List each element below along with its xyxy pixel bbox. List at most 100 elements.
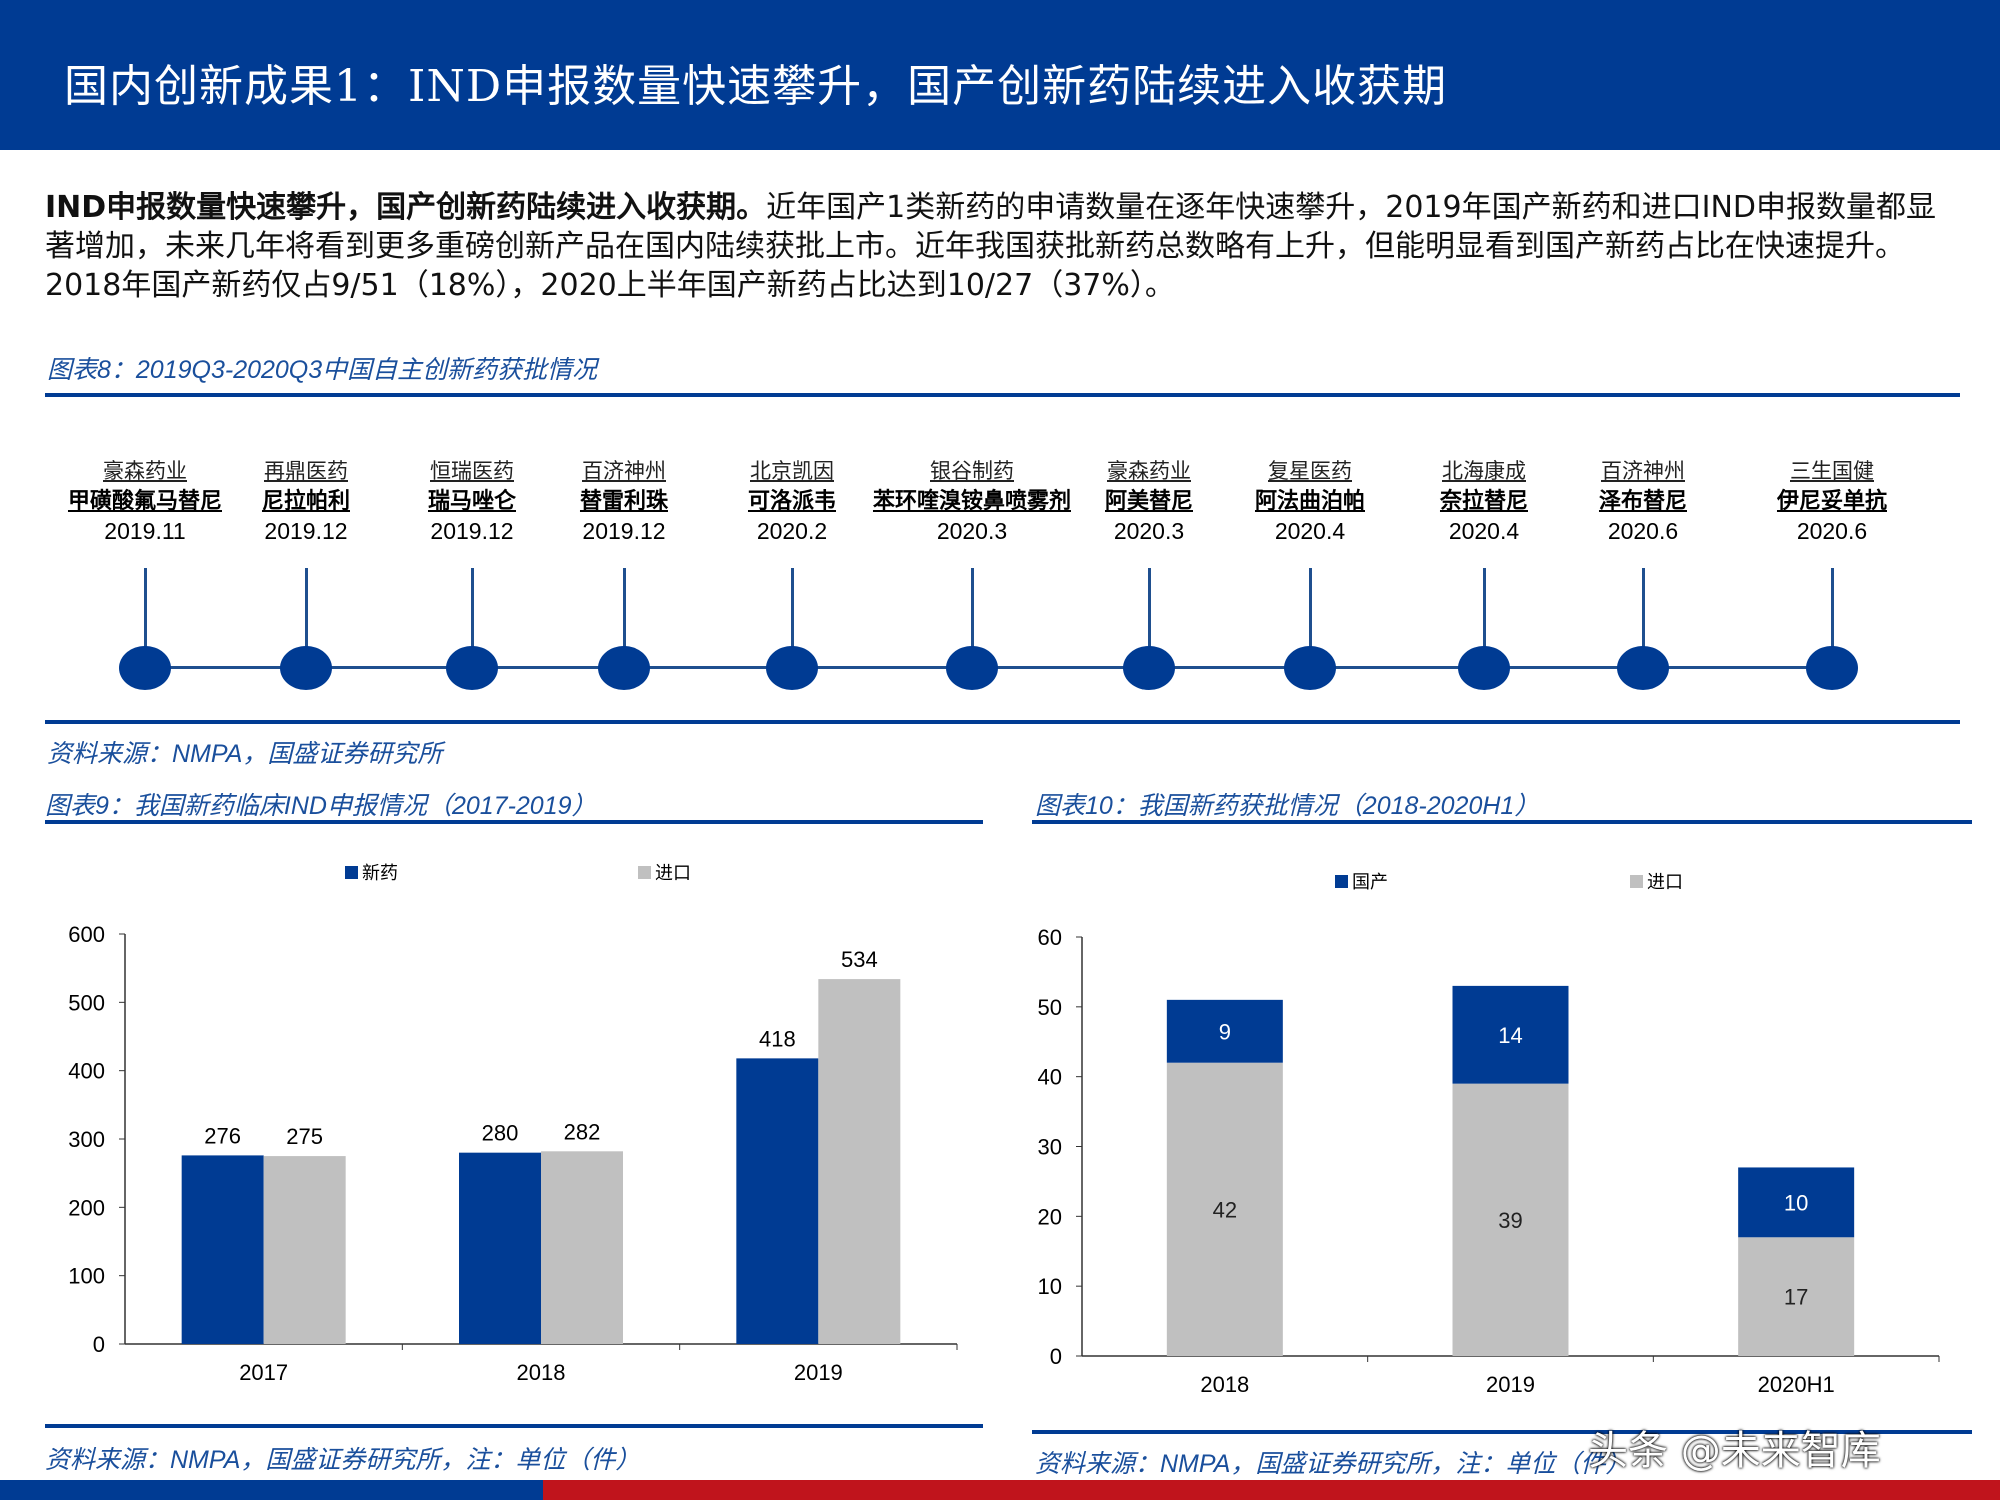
timeline-item: 百济神州 替雷利珠 2019.12 (514, 456, 734, 546)
x-tick-label: 2018 (517, 1360, 566, 1385)
figure10-source: 资料来源：NMPA，国盛证券研究所，注：单位（件） (1035, 1450, 1631, 1478)
timeline-company: 恒瑞医药 (430, 459, 514, 483)
data-label: 42 (1213, 1197, 1237, 1222)
timeline-company: 北京凯因 (750, 459, 834, 483)
chart-ind-applications: 0 100 200 300 400 500 600 2017 276 275 2018 280 282 2… (68, 863, 958, 1385)
x-tick-label: 2018 (1200, 1372, 1249, 1397)
bar-国产 (1738, 1167, 1855, 1238)
y-tick-label: 0 (93, 1332, 105, 1357)
timeline-company: 豪森药业 (1107, 459, 1191, 483)
y-tick-label: 400 (68, 1059, 105, 1084)
timeline-drug: 可洛派韦 (747, 488, 836, 514)
x-tick-label: 2019 (1486, 1372, 1535, 1397)
timeline-drug: 瑞马唑仑 (427, 488, 516, 514)
timeline-item: 百济神州 泽布替尼 2020.6 (1533, 456, 1753, 546)
data-label: 17 (1784, 1285, 1808, 1310)
data-label: 39 (1498, 1208, 1522, 1233)
legend-swatch (1630, 875, 1643, 888)
timeline-date: 2020.3 (936, 518, 1008, 544)
timeline-item: 豪森药业 甲磺酸氟马替尼 2019.11 (35, 456, 255, 546)
figure9-source: 资料来源：NMPA，国盛证券研究所，注：单位（件） (45, 1446, 641, 1474)
timeline-node (280, 646, 332, 690)
paragraph-body: 近年国产1类新药的申请数量在逐年快速攀升，2019年国产新药和进口IND申报数量… (45, 190, 1936, 303)
y-tick-label: 50 (1038, 995, 1062, 1020)
footer-bar-red (543, 1480, 2000, 1500)
timeline-stem (1831, 568, 1834, 668)
timeline-drug: 苯环喹溴铵鼻喷雾剂 (872, 488, 1071, 514)
legend-label: 进口 (655, 863, 691, 883)
timeline-company: 三生国健 (1790, 459, 1874, 483)
header-bar (0, 0, 2000, 150)
timeline-stem (471, 568, 474, 668)
timeline-date: 2019.12 (264, 518, 348, 544)
timeline-date: 2020.6 (1607, 518, 1679, 544)
bar-进口 (1166, 1062, 1283, 1356)
timeline-node (598, 646, 650, 690)
timeline-item: 再鼎医药尼拉帕利 2019.12 (196, 456, 416, 546)
timeline-node (1123, 646, 1175, 690)
timeline-item: 三生国健伊尼妥单抗 2020.6 (1722, 456, 1942, 546)
timeline-drug: 阿美替尼 (1104, 488, 1193, 514)
y-tick-label: 600 (68, 922, 105, 947)
bar-进口 (818, 979, 901, 1344)
timeline-company: 豪森药业 (103, 459, 187, 483)
legend-label: 进口 (1647, 872, 1683, 892)
intro-paragraph: IND申报数量快速攀升，国产创新药陆续进入收获期。近年国产1类新药的申请数量在逐… (45, 188, 1965, 305)
timeline-node (946, 646, 998, 690)
timeline-drug: 替雷利珠 (579, 488, 668, 514)
y-tick-label: 10 (1038, 1274, 1062, 1299)
timeline-date: 2020.4 (1448, 518, 1520, 544)
timeline-date: 2020.3 (1113, 518, 1185, 544)
x-tick-label: 2020H1 (1758, 1372, 1835, 1397)
figure10-label: 图表10：我国新药获批情况（2018-2020H1） (1035, 792, 1540, 820)
y-tick-label: 0 (1050, 1344, 1062, 1369)
timeline-date: 2020.2 (756, 518, 828, 544)
legend-label: 国产 (1352, 872, 1388, 892)
figure9-label: 图表9：我国新药临床IND申报情况（2017-2019） (45, 792, 597, 820)
figure9-top-rule (45, 820, 983, 824)
timeline-item: 北京凯因可洛派韦 2020.2 (682, 456, 902, 546)
data-label: 14 (1498, 1023, 1522, 1048)
figure8-label: 图表8：2019Q3-2020Q3中国自主创新药获批情况 (47, 356, 598, 384)
x-tick-label: 2017 (239, 1360, 288, 1385)
timeline-company: 再鼎医药 (264, 459, 348, 483)
data-label: 282 (564, 1119, 601, 1144)
bar-国产 (1452, 985, 1569, 1084)
legend-swatch (638, 866, 651, 879)
y-tick-label: 100 (68, 1264, 105, 1289)
timeline-drug: 泽布替尼 (1598, 488, 1687, 514)
timeline-item: 豪森药业阿美替尼 2020.3 (1039, 456, 1259, 546)
timeline-stem (144, 568, 147, 668)
timeline-node (119, 646, 171, 690)
figure8-top-rule (45, 393, 1960, 397)
figure10-bottom-rule (1032, 1430, 1972, 1434)
y-tick-label: 30 (1038, 1135, 1062, 1160)
timeline-stem (305, 568, 308, 668)
timeline-stem (1642, 568, 1645, 668)
data-label: 9 (1219, 1019, 1231, 1044)
timeline-drug: 奈拉替尼 (1439, 488, 1528, 514)
legend-label: 新药 (362, 863, 398, 883)
bar-进口 (541, 1151, 623, 1344)
timeline-node (1458, 646, 1510, 690)
timeline-drug: 尼拉帕利 (261, 488, 350, 514)
timeline-date: 2020.6 (1796, 518, 1868, 544)
timeline-drug: 伊尼妥单抗 (1776, 488, 1887, 514)
timeline-node (1806, 646, 1858, 690)
data-label: 276 (204, 1123, 241, 1148)
timeline-drug: 甲磺酸氟马替尼 (67, 488, 222, 514)
timeline-item: 恒瑞医药 瑞马唑仑 2019.12 (362, 456, 582, 546)
y-tick-label: 200 (68, 1195, 105, 1220)
bar-新药 (736, 1058, 819, 1344)
timeline-date: 2019.12 (582, 518, 666, 544)
y-tick-label: 20 (1038, 1204, 1062, 1229)
timeline-stem (623, 568, 626, 668)
timeline-stem (1309, 568, 1312, 668)
figure8-bottom-rule (45, 720, 1960, 724)
timeline-date: 2020.4 (1274, 518, 1346, 544)
y-tick-label: 40 (1038, 1065, 1062, 1090)
data-label: 275 (286, 1124, 323, 1149)
timeline-item: 银谷制药 苯环喹溴铵鼻喷雾剂 2020.3 (862, 456, 1082, 546)
data-label: 280 (482, 1121, 519, 1146)
watermark: 头条 @未来智库 (1588, 1428, 1881, 1474)
